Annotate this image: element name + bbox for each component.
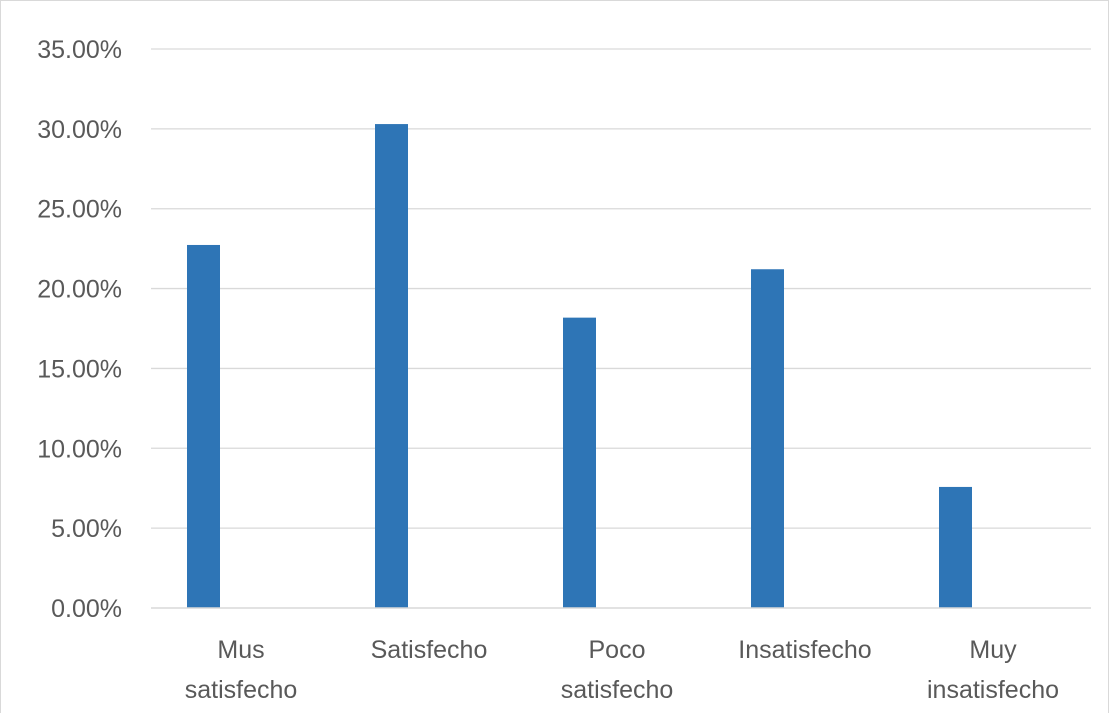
x-category-label: Satisfecho [371, 636, 488, 664]
y-tick-label: 5.00% [51, 515, 122, 543]
y-tick-label: 15.00% [37, 355, 122, 383]
x-category-label: Poco satisfecho [561, 636, 674, 704]
y-tick-label: 10.00% [37, 435, 122, 463]
bar [939, 486, 972, 608]
bar [751, 269, 784, 608]
y-tick-label: 0.00% [51, 595, 122, 623]
x-category-label: Muy insatisfecho [927, 636, 1059, 704]
x-category-label: Mus satisfecho [185, 636, 298, 704]
x-axis-category-labels: Mus satisfecho Satisfecho Poco satisfecho Ins… [185, 636, 1059, 704]
bar [375, 124, 408, 609]
bar [187, 244, 220, 608]
y-axis-tick-labels: 0.00% 5.00% 10.00% 15.00% 20.00% 25.00% 30.00%… [37, 36, 122, 623]
bars [187, 124, 972, 609]
bar [563, 317, 596, 608]
y-tick-label: 35.00% [37, 36, 122, 64]
gridlines [151, 48, 1091, 529]
y-tick-label: 30.00% [37, 116, 122, 144]
y-tick-label: 25.00% [37, 196, 122, 224]
x-category-label: Insatisfecho [738, 636, 871, 664]
y-tick-label: 20.00% [37, 276, 122, 304]
